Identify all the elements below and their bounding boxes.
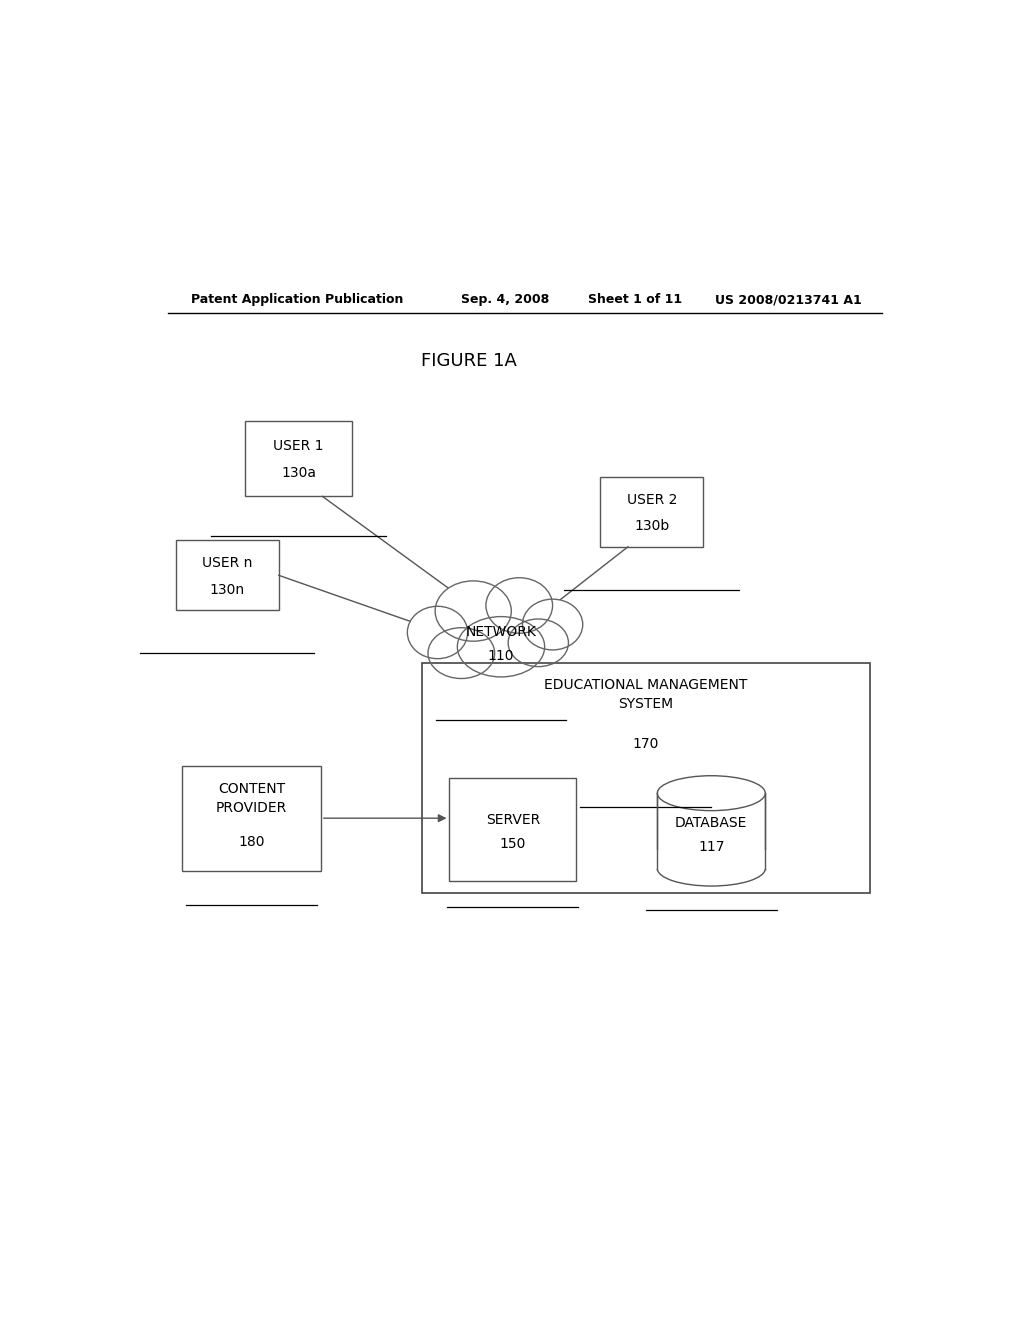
Text: USER n: USER n: [202, 557, 252, 570]
Ellipse shape: [657, 851, 765, 886]
Ellipse shape: [458, 616, 545, 677]
Text: 170: 170: [633, 737, 659, 751]
FancyBboxPatch shape: [450, 777, 577, 880]
Text: CONTENT
PROVIDER: CONTENT PROVIDER: [216, 781, 287, 814]
FancyBboxPatch shape: [176, 540, 279, 610]
Text: 180: 180: [239, 836, 264, 849]
Ellipse shape: [657, 776, 765, 810]
Text: 150: 150: [500, 837, 526, 850]
FancyBboxPatch shape: [245, 421, 352, 496]
Ellipse shape: [428, 628, 495, 678]
Ellipse shape: [435, 581, 511, 642]
Text: 130n: 130n: [210, 582, 245, 597]
Text: SERVER: SERVER: [485, 813, 540, 826]
Text: 130b: 130b: [634, 519, 670, 533]
Text: Sheet 1 of 11: Sheet 1 of 11: [588, 293, 682, 306]
Text: 110: 110: [487, 649, 514, 663]
Text: 130a: 130a: [282, 466, 316, 480]
Text: Patent Application Publication: Patent Application Publication: [191, 293, 403, 306]
Text: DATABASE: DATABASE: [675, 816, 748, 830]
FancyBboxPatch shape: [655, 850, 768, 869]
Text: Sep. 4, 2008: Sep. 4, 2008: [461, 293, 550, 306]
FancyBboxPatch shape: [182, 766, 321, 871]
Text: EDUCATIONAL MANAGEMENT
SYSTEM: EDUCATIONAL MANAGEMENT SYSTEM: [544, 677, 748, 711]
FancyBboxPatch shape: [600, 477, 703, 546]
Ellipse shape: [522, 599, 583, 649]
Text: US 2008/0213741 A1: US 2008/0213741 A1: [715, 293, 862, 306]
Ellipse shape: [508, 619, 568, 667]
Ellipse shape: [408, 606, 468, 659]
Text: FIGURE 1A: FIGURE 1A: [421, 352, 517, 370]
Text: NETWORK: NETWORK: [466, 626, 537, 639]
Text: USER 1: USER 1: [273, 440, 324, 453]
Ellipse shape: [486, 578, 553, 634]
Text: USER 2: USER 2: [627, 492, 677, 507]
FancyBboxPatch shape: [422, 663, 870, 892]
Text: 117: 117: [698, 840, 725, 854]
